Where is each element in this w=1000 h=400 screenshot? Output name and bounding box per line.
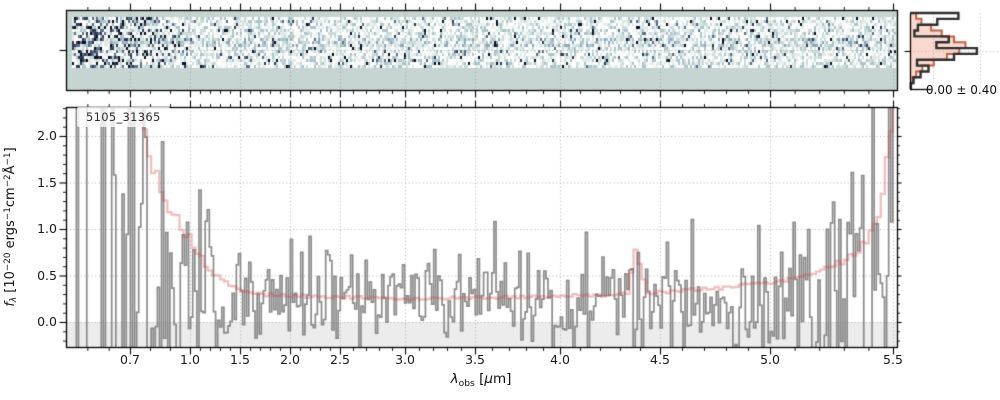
x-tick-label: 4.5	[650, 352, 670, 367]
axis-label-part: λ	[9, 296, 20, 303]
y-tick-label: 2.0	[37, 128, 57, 143]
noise-stats-label: 0.00 ± 0.40	[925, 83, 997, 97]
x-tick-label: 1.0	[180, 352, 200, 367]
x-tick-label: 3.0	[395, 352, 415, 367]
axis-label-part: ergs	[3, 220, 18, 253]
axis-label-part: −2	[2, 174, 13, 188]
axis-label-part: −1	[2, 207, 13, 221]
axis-label-part: −1	[2, 152, 13, 166]
y-tick-label: 1.0	[37, 221, 57, 236]
source-id-label: 5105_31365	[77, 107, 170, 127]
x-tick-label: 0.7	[120, 352, 140, 367]
x-tick-label: 2.0	[280, 352, 300, 367]
axis-label-part: obs	[458, 377, 475, 389]
axis-label-part: λ	[450, 371, 459, 387]
x-tick-label: 5.0	[760, 352, 780, 367]
axis-label-part: m]	[492, 371, 512, 387]
x-tick-label: 4.0	[550, 352, 570, 367]
axis-label-part: cm	[3, 187, 18, 208]
axis-label-part: [10	[3, 271, 18, 297]
axis-label-part: −20	[2, 252, 13, 272]
axis-label-part: Å	[3, 165, 18, 175]
x-tick-label: 3.5	[465, 352, 485, 367]
x-axis-label: λobs [μm]	[281, 371, 681, 389]
axis-label-part: [	[474, 371, 485, 387]
x-tick-label: 2.5	[330, 352, 350, 367]
axis-label-part: μ	[484, 371, 493, 387]
axis-label-part: f	[3, 302, 18, 307]
x-tick-label: 5.5	[883, 352, 903, 367]
x-tick-label: 1.5	[230, 352, 250, 367]
y-axis-label: fλ [10−20 ergs−1cm−2Å−1]	[3, 77, 23, 377]
y-tick-label: 1.5	[37, 174, 57, 190]
y-tick-label: 0.0	[37, 314, 57, 329]
y-tick-label: 0.5	[37, 267, 57, 283]
